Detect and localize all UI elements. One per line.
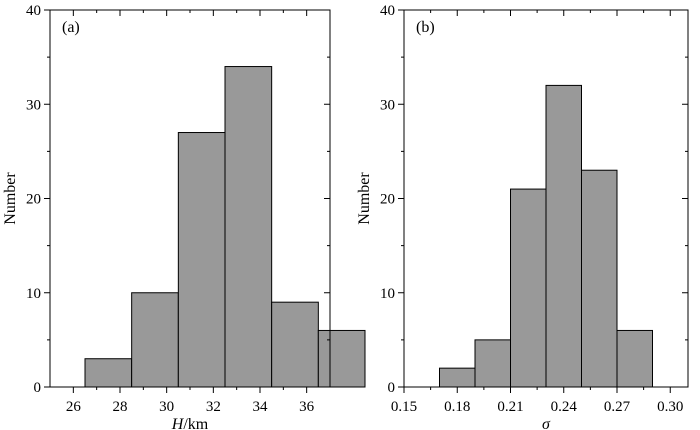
- y-tick-label: 30: [26, 97, 41, 113]
- x-tick-label: 28: [113, 399, 128, 415]
- histogram-bar: [439, 367, 476, 388]
- y-tick-label: 20: [380, 192, 395, 208]
- x-tick-label: 0.27: [604, 399, 631, 415]
- x-tick-label: 0.30: [657, 399, 683, 415]
- y-axis-label: Number: [356, 172, 373, 225]
- histogram-bar: [510, 188, 547, 388]
- y-tick-label: 20: [26, 192, 41, 208]
- x-tick-label: 30: [159, 399, 174, 415]
- x-tick-label: 32: [206, 399, 221, 415]
- y-tick-label: 40: [26, 3, 41, 19]
- y-tick-label: 10: [380, 286, 395, 302]
- histogram-bar: [177, 132, 226, 388]
- x-tick-label: 0.21: [497, 399, 523, 415]
- histogram-bars: [84, 66, 366, 388]
- histogram-bar: [317, 329, 366, 388]
- histogram-bar: [84, 358, 133, 388]
- x-tick-label: 0.24: [551, 399, 578, 415]
- histogram-bars: [439, 84, 653, 388]
- x-tick-label: 36: [299, 399, 315, 415]
- y-tick-label: 10: [26, 286, 41, 302]
- y-axis-label: Number: [2, 172, 19, 225]
- histogram-bar: [545, 84, 582, 388]
- x-tick-label: 34: [253, 399, 269, 415]
- histogram-bar: [131, 292, 179, 388]
- histogram-bar: [616, 329, 653, 388]
- chart-panel-1: 0 10 20 30 40 26 28 30 32 34 36 (a) Number H/km: [2, 3, 366, 430]
- panel-label: (a): [62, 19, 80, 36]
- histogram-bar: [271, 301, 319, 388]
- histogram-bar: [224, 66, 273, 388]
- x-tick-label: 0.15: [391, 399, 417, 415]
- x-axis-label: H/km: [171, 416, 209, 430]
- y-tick-label: 30: [380, 97, 395, 113]
- x-axis-label: σ: [542, 416, 551, 430]
- x-tick-label: 26: [66, 399, 82, 415]
- x-tick-label: 0.18: [444, 399, 470, 415]
- y-tick-label: 40: [380, 3, 395, 19]
- histogram-bar: [581, 169, 618, 388]
- histogram-bar: [474, 339, 511, 388]
- y-tick-label: 0: [34, 380, 42, 396]
- y-tick-label: 0: [388, 380, 396, 396]
- chart-panel-2: 0 10 20 30 40 0.15 0.18 0.21 0.24 0.27 0.30 (b) Numb…: [356, 3, 689, 430]
- panel-label: (b): [416, 19, 435, 36]
